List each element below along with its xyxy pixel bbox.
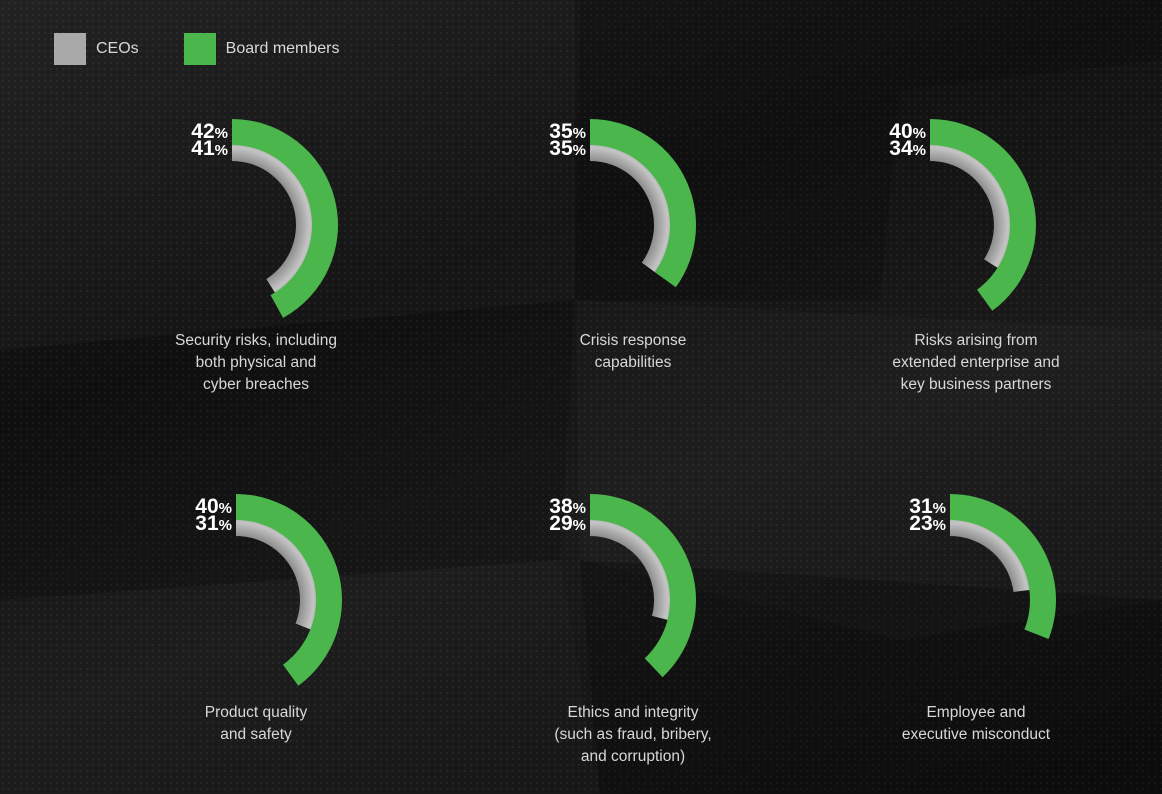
legend-item-board: Board members [183, 33, 340, 65]
legend: CEOs Board members [54, 33, 385, 65]
legend-swatch-board [183, 33, 216, 65]
legend-swatch-ceos [54, 33, 86, 65]
legend-label-ceos: CEOs [96, 40, 139, 57]
legend-item-ceos: CEOs [54, 33, 139, 65]
legend-label-board: Board members [225, 40, 340, 57]
